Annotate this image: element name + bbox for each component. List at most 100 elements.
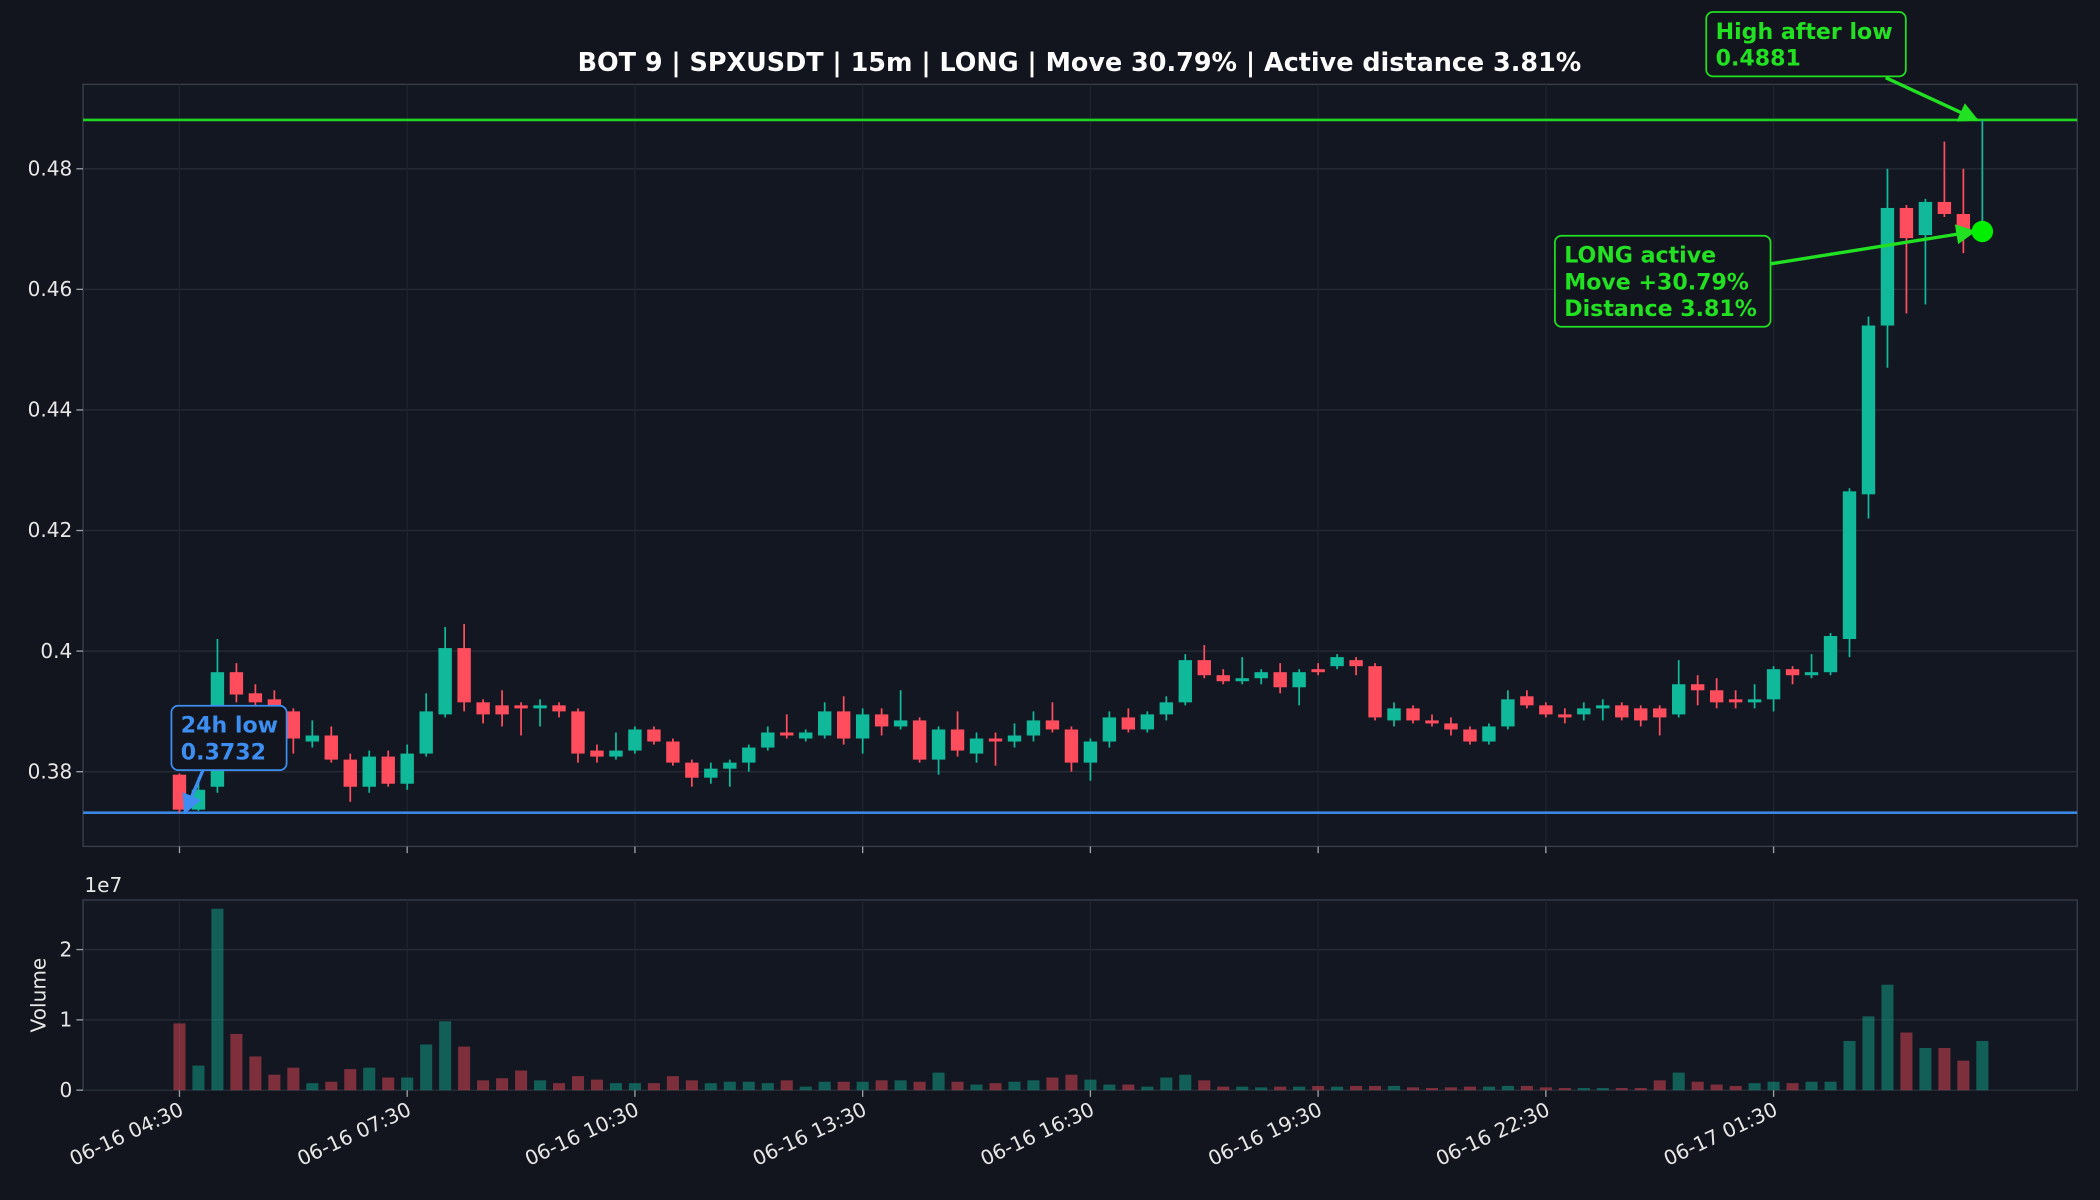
candle-body xyxy=(1937,201,1952,214)
volume-bar xyxy=(875,1080,888,1091)
annotation-box xyxy=(1554,234,1772,328)
volume-bar xyxy=(685,1080,698,1091)
candle-body xyxy=(609,750,623,757)
volume-bar xyxy=(211,908,224,1091)
candle-body xyxy=(533,705,547,709)
candle-body xyxy=(1425,720,1439,724)
volume-bar xyxy=(1710,1084,1723,1091)
volume-bar xyxy=(894,1080,907,1091)
candle-body xyxy=(1672,684,1686,715)
volume-panel xyxy=(82,899,2078,1091)
candle-body xyxy=(818,711,832,736)
volume-bar xyxy=(1843,1040,1856,1091)
y-tick-label: 0.42 xyxy=(28,518,73,542)
candle-body xyxy=(1045,720,1060,730)
candle-body xyxy=(286,711,301,739)
annotation-arrow xyxy=(1770,224,1977,266)
volume-bar xyxy=(837,1081,850,1091)
candle-body xyxy=(1709,690,1724,703)
volume-bar xyxy=(1027,1080,1040,1091)
volume-bar xyxy=(173,1023,186,1091)
annotation-text: Move +30.79% xyxy=(1564,269,1749,295)
candle-body xyxy=(1539,705,1553,715)
candle-body xyxy=(1406,708,1420,721)
candle-body xyxy=(1956,213,1971,233)
chart-title: BOT 9 | SPXUSDT | 15m | LONG | Move 30.7… xyxy=(578,47,1582,77)
volume-bar xyxy=(1729,1085,1742,1091)
candle-body xyxy=(780,732,794,736)
volume-bar xyxy=(932,1072,945,1091)
annotation-box xyxy=(1705,11,1907,78)
volume-bar xyxy=(742,1081,755,1091)
volume-offset-label: 1e7 xyxy=(84,873,122,897)
volume-bar xyxy=(989,1083,1002,1091)
volume-bar xyxy=(1615,1088,1628,1091)
volume-bar xyxy=(1122,1084,1135,1091)
volume-bar xyxy=(420,1044,433,1091)
volume-bar xyxy=(1957,1060,1970,1091)
candle-body xyxy=(1330,657,1344,667)
volume-bar xyxy=(628,1083,641,1091)
volume-bar xyxy=(1406,1087,1420,1091)
annotation-text: High after low xyxy=(1716,19,1893,45)
candle-body xyxy=(495,705,509,715)
volume-bar xyxy=(325,1081,338,1091)
candle-body xyxy=(1140,714,1155,730)
volume-bar xyxy=(761,1083,774,1091)
volume-bar xyxy=(1236,1086,1249,1091)
candle-body xyxy=(1577,708,1591,715)
candle-body xyxy=(742,747,756,763)
volume-bar xyxy=(1691,1081,1704,1091)
candle-body xyxy=(1292,672,1306,688)
annotation-text: 24h low xyxy=(181,713,278,739)
candle-body xyxy=(855,714,870,739)
candle-body xyxy=(1634,708,1648,721)
candle-body xyxy=(571,711,585,754)
volume-bar xyxy=(1350,1085,1363,1091)
volume-bar xyxy=(344,1069,357,1091)
candle-body xyxy=(1102,717,1117,742)
volume-bar xyxy=(1482,1086,1495,1091)
candle-body xyxy=(931,729,946,760)
annotation-text: LONG active xyxy=(1564,243,1716,269)
volume-bar xyxy=(1596,1088,1609,1091)
y-tick-label: 0.44 xyxy=(28,398,73,422)
candle-body xyxy=(1804,672,1819,676)
volume-bar xyxy=(1198,1080,1211,1091)
volume-bar xyxy=(1103,1084,1116,1091)
candle-body xyxy=(1083,741,1098,763)
volume-bar xyxy=(1501,1085,1514,1091)
price-panel xyxy=(82,83,2078,848)
volume-bar xyxy=(534,1080,547,1091)
candle-body xyxy=(1159,702,1173,715)
volume-bar xyxy=(382,1077,395,1091)
volume-bar xyxy=(1539,1087,1552,1091)
volume-bar xyxy=(1976,1040,1989,1091)
volume-bar xyxy=(1160,1077,1173,1091)
candle-body xyxy=(1747,699,1762,703)
volume-bar xyxy=(1065,1074,1078,1091)
candle-body xyxy=(1387,708,1401,721)
candle-body xyxy=(685,762,699,778)
candle-body xyxy=(1463,729,1477,742)
candle-body xyxy=(1254,672,1268,679)
candle-body xyxy=(457,648,471,703)
volume-bar xyxy=(1672,1072,1685,1091)
candle-body xyxy=(969,738,984,754)
y-tick-label: 0.4 xyxy=(40,639,72,663)
volume-bar xyxy=(1862,1016,1875,1091)
volume-bar xyxy=(1274,1086,1287,1091)
candle-body xyxy=(590,750,604,757)
volume-bar xyxy=(1919,1047,1932,1091)
volume-bar xyxy=(1805,1081,1818,1091)
volume-bar xyxy=(401,1077,414,1091)
candle-body xyxy=(1690,684,1705,691)
volume-bar xyxy=(1179,1074,1192,1091)
volume-bar xyxy=(1141,1086,1154,1091)
candle-body xyxy=(419,711,433,754)
volume-bar xyxy=(666,1076,679,1091)
candle-body xyxy=(1861,325,1876,495)
candle-body xyxy=(1823,636,1838,673)
candle-body xyxy=(514,705,528,709)
volume-bar xyxy=(1634,1088,1647,1091)
